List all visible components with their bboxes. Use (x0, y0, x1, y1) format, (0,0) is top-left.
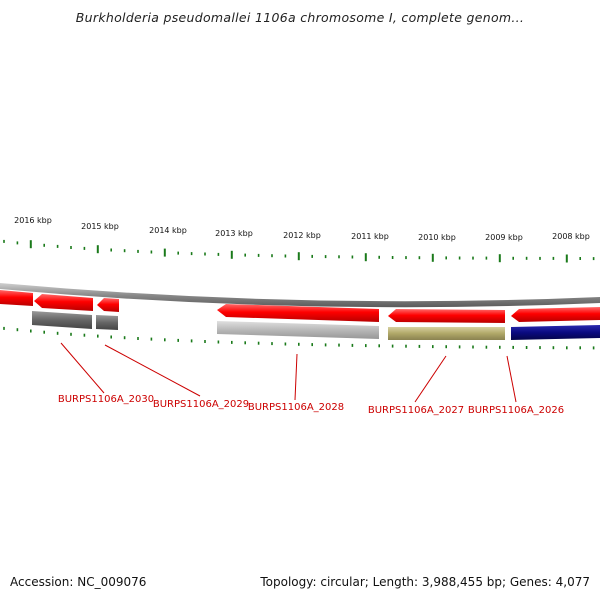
tick-label: 2012 kbp (283, 231, 321, 240)
feature-block[interactable] (511, 325, 600, 340)
accession-label: Accession: NC_009076 (10, 575, 147, 589)
inner-tick-marks (3, 326, 595, 350)
cds-feature[interactable] (0, 290, 33, 306)
genome-summary: Topology: circular; Length: 3,988,455 bp… (260, 575, 590, 589)
gene-label[interactable]: BURPS1106A_2027 (368, 405, 464, 416)
cds-feature[interactable] (97, 298, 119, 312)
feature-block[interactable] (388, 327, 505, 340)
gene-labels: BURPS1106A_2030 BURPS1106A_2029 BURPS110… (58, 394, 564, 416)
tick-label: 2010 kbp (418, 233, 456, 242)
gene-label[interactable]: BURPS1106A_2029 (153, 399, 249, 410)
cds-feature[interactable] (388, 309, 505, 323)
forward-strand-features (0, 290, 600, 323)
feature-block[interactable] (96, 315, 118, 330)
leader-line (294, 353, 298, 401)
leader-line (104, 344, 201, 397)
tick-label: 2015 kbp (81, 222, 119, 231)
feature-block[interactable] (217, 321, 379, 339)
cds-feature[interactable] (217, 304, 379, 322)
tick-label: 2011 kbp (351, 232, 389, 241)
tick-label: 2016 kbp (14, 216, 52, 225)
cds-feature[interactable] (511, 307, 600, 322)
leader-line (414, 355, 447, 403)
gene-label[interactable]: BURPS1106A_2030 (58, 394, 154, 405)
leader-line (506, 355, 517, 403)
tick-label: 2014 kbp (149, 226, 187, 235)
scale-ruler: 2016 kbp 2015 kbp 2014 kbp 2013 kbp 2012… (3, 216, 595, 263)
tick-label: 2013 kbp (215, 229, 253, 238)
gene-label-leaders (60, 342, 517, 403)
tick-label: 2008 kbp (552, 232, 590, 241)
tick-label: 2009 kbp (485, 233, 523, 242)
outer-tick-marks (3, 239, 595, 263)
reverse-strand-features (32, 311, 600, 340)
chromosome-backbone (0, 283, 600, 308)
feature-block[interactable] (32, 311, 92, 329)
cds-feature[interactable] (34, 294, 93, 311)
gene-label[interactable]: BURPS1106A_2028 (248, 402, 344, 413)
genome-title: Burkholderia pseudomallei 1106a chromoso… (75, 10, 525, 25)
gene-label[interactable]: BURPS1106A_2026 (468, 405, 564, 416)
leader-line (60, 342, 105, 394)
